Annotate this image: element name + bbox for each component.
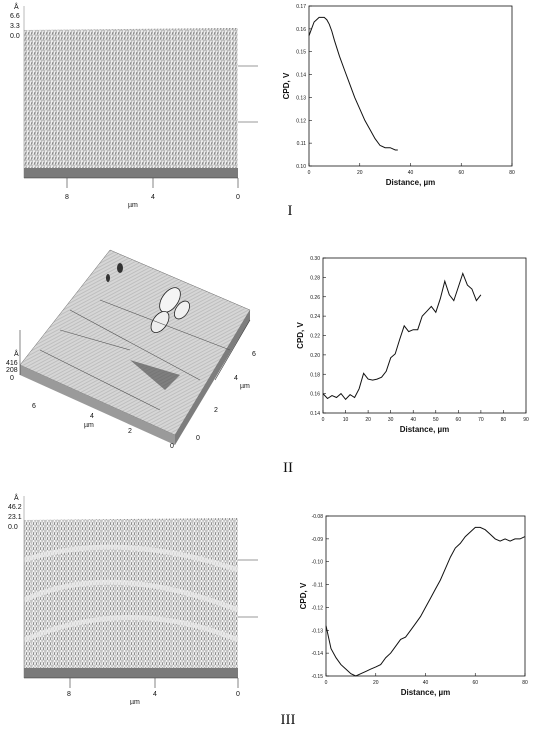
y-tick-label: 0.17: [296, 4, 306, 10]
x-tick: 4: [153, 691, 157, 698]
x-tick-label: 70: [478, 417, 484, 423]
panel-label-1: I: [287, 203, 293, 219]
x-tick-label: 40: [423, 680, 429, 686]
x-tick-label: 60: [456, 417, 462, 423]
y-axis-label: CPD, V: [299, 582, 308, 609]
x-tick-label: 40: [408, 170, 414, 176]
y-tick-label: -0.10: [312, 560, 324, 566]
x-tick-label: 80: [522, 680, 528, 686]
y-tick-label: 0.16: [296, 27, 306, 33]
y-tick-label: 0.26: [310, 295, 320, 301]
z-tick: 0.0: [8, 524, 18, 531]
y-tick-label: 0.11: [297, 141, 307, 147]
y-tick-label: 0.13: [296, 95, 306, 101]
x-tick: 2: [128, 428, 132, 435]
afm-image-1: Å 6.6 3.3 0.0 8 4 0 µm: [10, 2, 258, 209]
y-tick-label: -0.13: [312, 628, 324, 634]
y-tick-label: -0.11: [312, 583, 323, 589]
x-tick-label: 20: [357, 170, 363, 176]
x-tick-label: 60: [472, 680, 478, 686]
y-tick: 2: [214, 407, 218, 414]
x-tick-label: 20: [373, 680, 379, 686]
x-tick-label: 80: [509, 170, 515, 176]
y-tick-label: 0.24: [310, 314, 320, 320]
z-unit: Å: [14, 2, 19, 11]
y-axis-label: CPD, V: [296, 322, 305, 349]
x-tick-label: 10: [343, 417, 349, 423]
y-tick-label: 0.10: [296, 164, 306, 170]
x-tick-label: 30: [388, 417, 394, 423]
y-unit: µm: [240, 383, 250, 390]
y-tick-label: -0.14: [312, 651, 324, 657]
x-unit: µm: [130, 699, 140, 705]
x-tick-label: 0: [325, 680, 328, 686]
y-tick: 4: [234, 375, 238, 382]
y-tick-label: 0.14: [310, 411, 320, 417]
plot-frame: [308, 5, 513, 167]
cpd-chart-1: 0 20 40 60 80 0.17 0.16 0.15 0.14 0.13 0.12 0.11 0.1…: [282, 4, 515, 187]
x-tick-label: 50: [433, 417, 439, 423]
y-axis-label: CPD, V: [282, 72, 291, 99]
y-tick-label: 0.18: [310, 372, 320, 378]
x-axis-label: Distance, µm: [401, 688, 451, 697]
y-tick-label: -0.08: [312, 514, 324, 520]
z-unit: Å: [14, 493, 19, 502]
z-tick: 0.0: [10, 33, 20, 40]
x-tick-label: 40: [410, 417, 416, 423]
z-tick: 416: [6, 360, 18, 367]
y-tick-label: -0.15: [312, 674, 324, 680]
y-tick-label: 0.22: [310, 334, 320, 340]
z-tick: 46.2: [8, 504, 22, 511]
z-tick: 6.6: [10, 13, 20, 20]
y-tick-label: 0.30: [310, 256, 320, 262]
y-tick-label: 0.28: [310, 275, 320, 281]
x-axis-label: Distance, µm: [400, 425, 450, 434]
afm-image-3: Å 46.2 23.1 0.0 8 4 0 µm: [8, 493, 258, 705]
x-tick: 4: [151, 194, 155, 201]
z-tick: 3.3: [10, 23, 20, 30]
x-tick: 0: [236, 691, 240, 698]
z-unit: Å: [14, 349, 19, 358]
y-tick-label: 0.12: [296, 118, 306, 124]
plot-frame: [322, 257, 527, 414]
x-unit: µm: [128, 202, 138, 209]
y-tick-label: 0.15: [296, 50, 306, 56]
x-unit: µm: [84, 422, 94, 429]
y-tick-label: -0.12: [312, 605, 324, 611]
cpd-chart-3: 0 20 40 60 80 -0.08 -0.09 -0.10 -0.11 -0.12 -0.13 -…: [299, 514, 528, 697]
cpd-chart-2: 0 10 20 30 40 50 60 70 80 90 0.30 0.28 0.26 0.24 0.22 0…: [296, 256, 529, 434]
y-tick-label: -0.09: [312, 537, 324, 543]
x-tick-label: 0: [308, 170, 311, 176]
y-tick-label: 0.14: [296, 73, 306, 79]
z-tick: 208: [6, 367, 18, 374]
x-tick-label: 0: [322, 417, 325, 423]
x-tick: 8: [65, 194, 69, 201]
z-tick: 0: [10, 375, 14, 382]
x-tick: 0: [236, 194, 240, 201]
afm-image-2: Å 416 208 0 6 4 µm 2 0 6 4 µm 2 0: [6, 249, 256, 450]
cpd-line: [322, 272, 482, 401]
x-tick: 0: [170, 443, 174, 450]
y-tick-label: 0.20: [310, 353, 320, 359]
panel-label-2: II: [283, 460, 293, 476]
x-axis-label: Distance, µm: [386, 178, 436, 187]
x-tick: 8: [67, 691, 71, 698]
y-tick-label: 0.16: [310, 392, 320, 398]
plot-frame: [325, 515, 526, 677]
x-tick-label: 20: [365, 417, 371, 423]
x-tick-label: 60: [458, 170, 464, 176]
x-tick: 4: [90, 413, 94, 420]
x-tick-label: 80: [501, 417, 507, 423]
cpd-line: [325, 526, 526, 677]
y-tick: 0: [196, 435, 200, 442]
cpd-line: [308, 16, 398, 151]
x-tick-label: 90: [523, 417, 529, 423]
z-tick: 23.1: [8, 514, 22, 521]
y-tick: 6: [252, 351, 256, 358]
x-tick: 6: [32, 403, 36, 410]
panel-label-3: III: [280, 712, 296, 728]
